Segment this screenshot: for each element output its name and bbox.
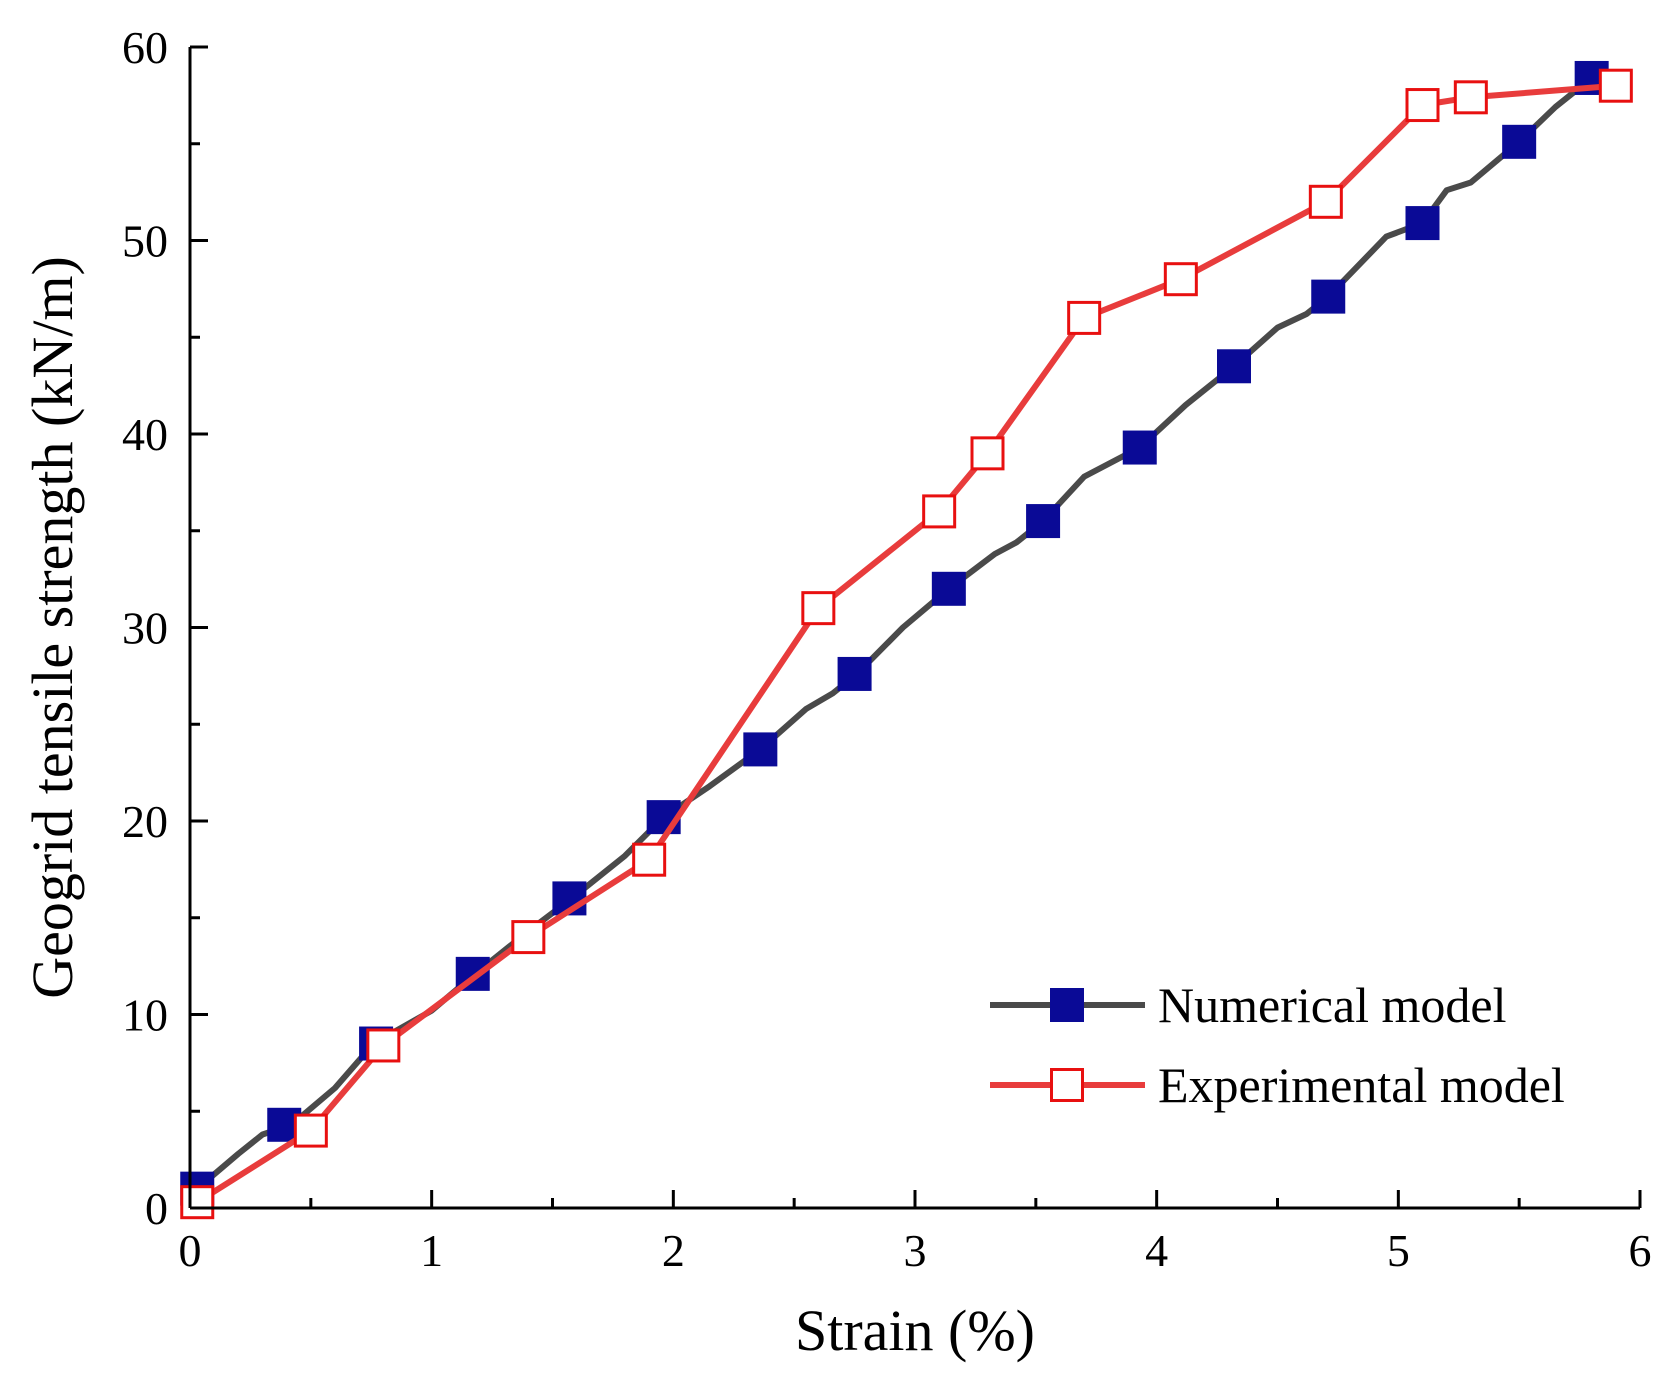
data-point: [1026, 504, 1061, 539]
data-point: [1453, 80, 1488, 115]
data-point: [931, 571, 966, 606]
data-point: [1217, 349, 1251, 384]
data-point: [1311, 279, 1346, 314]
y-tick-label: 10: [122, 990, 168, 1041]
legend-label-experimental: Experimental model: [1158, 1057, 1565, 1113]
data-point: [1163, 262, 1198, 297]
x-tick-label: 4: [1145, 1225, 1168, 1276]
data-point: [801, 591, 836, 626]
data-point: [743, 732, 778, 767]
data-point: [1598, 68, 1633, 103]
x-tick-label: 0: [179, 1225, 202, 1276]
data-point: [1405, 88, 1440, 123]
y-tick-label: 20: [122, 796, 168, 847]
legend-item-experimental: Experimental model: [990, 1057, 1565, 1113]
y-tick-label: 50: [122, 216, 168, 267]
data-point: [632, 842, 667, 877]
data-point: [922, 494, 957, 529]
data-point: [837, 656, 872, 691]
series-experimental: [180, 68, 1633, 1220]
data-point: [1405, 206, 1440, 241]
data-point: [1122, 430, 1157, 465]
legend-label-numerical: Numerical model: [1158, 977, 1507, 1033]
x-axis-title: Strain (%): [795, 1298, 1035, 1363]
legend: Numerical model Experimental model: [990, 977, 1565, 1113]
legend-item-numerical: Numerical model: [990, 977, 1507, 1033]
data-point: [366, 1028, 401, 1063]
data-point: [1067, 300, 1102, 335]
x-tick-label: 1: [420, 1225, 443, 1276]
x-tick-label: 2: [662, 1225, 685, 1276]
legend-marker-experimental: [1050, 1068, 1084, 1102]
x-tick-label: 3: [904, 1225, 927, 1276]
data-point: [1502, 124, 1537, 159]
x-tick-label: 5: [1387, 1225, 1410, 1276]
x-axis-ticks: 0 1 2 3 4 5 6: [179, 1190, 1652, 1276]
y-tick-label: 0: [145, 1183, 168, 1234]
data-point: [970, 436, 1005, 471]
plot-area: [180, 60, 1633, 1220]
y-tick-label: 40: [122, 409, 168, 460]
y-tick-label: 60: [122, 22, 168, 73]
y-tick-label: 30: [122, 603, 168, 654]
x-tick-label: 6: [1629, 1225, 1652, 1276]
y-axis-ticks: 0 10 20 30 40 50 60: [122, 22, 208, 1234]
axes: 0 1 2 3 4 5 6 0 10 20 30 40 50 60: [122, 22, 1652, 1276]
legend-marker-numerical: [1050, 988, 1084, 1022]
data-point: [1308, 184, 1343, 219]
y-axis-title: Geogrid tensile strength (kN/m): [20, 256, 85, 999]
data-point: [293, 1113, 328, 1148]
data-point: [511, 920, 546, 955]
data-point: [180, 1185, 215, 1220]
